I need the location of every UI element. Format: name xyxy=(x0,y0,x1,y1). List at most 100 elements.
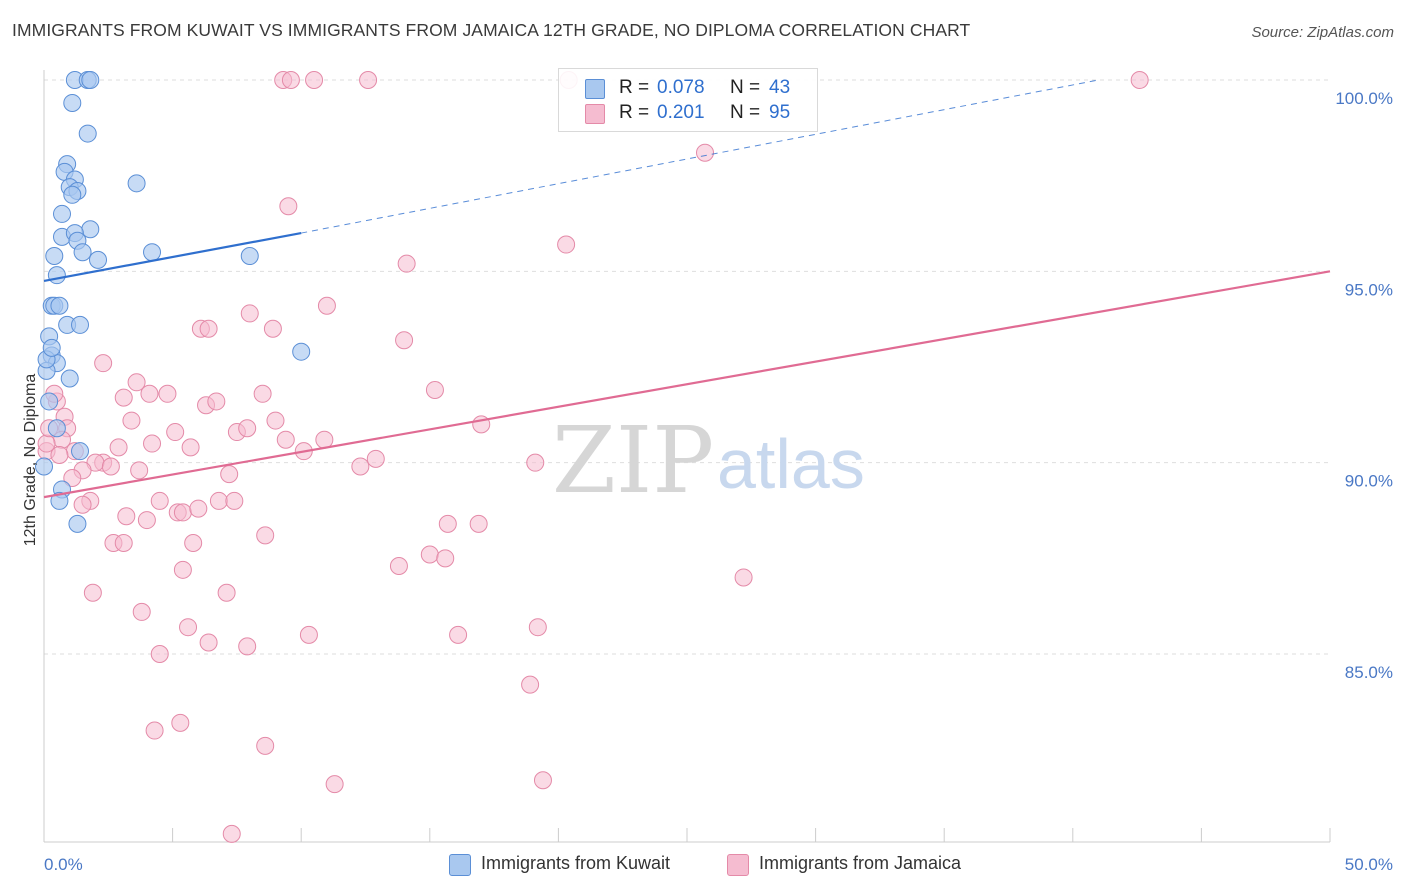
legend-row-kuwait: R = 0.078 N = 43 xyxy=(585,77,815,101)
jamaica-point xyxy=(83,583,102,602)
jamaica-point xyxy=(50,446,69,465)
jamaica-point xyxy=(114,388,133,407)
watermark-atlas: atlas xyxy=(717,425,865,503)
jamaica-point xyxy=(366,449,385,468)
jamaica-point xyxy=(469,514,488,533)
kuwait-point xyxy=(71,442,90,461)
kuwait-point xyxy=(73,243,92,262)
kuwait-n-label: N = xyxy=(730,77,761,98)
kuwait-point xyxy=(45,247,64,266)
jamaica-point xyxy=(438,514,457,533)
jamaica-point xyxy=(315,430,334,449)
y-tick-label: 100.0% xyxy=(1335,89,1393,108)
jamaica-point xyxy=(389,556,408,575)
jamaica-point xyxy=(359,71,378,89)
kuwait-r-value: 0.078 xyxy=(657,77,705,98)
y-tick-label: 90.0% xyxy=(1345,472,1393,491)
jamaica-point xyxy=(281,71,300,89)
kuwait-point xyxy=(63,185,82,204)
jamaica-point xyxy=(181,438,200,457)
jamaica-point xyxy=(222,824,241,843)
x-tick-label: 50.0% xyxy=(1345,855,1393,874)
jamaica-point xyxy=(305,71,324,89)
jamaica-point xyxy=(225,491,244,510)
kuwait-r-label: R = xyxy=(619,77,650,98)
jamaica-point xyxy=(557,235,576,254)
jamaica-r-value: 0.201 xyxy=(657,102,705,123)
jamaica-point xyxy=(256,526,275,545)
jamaica-point xyxy=(63,468,82,487)
jamaica-point xyxy=(238,419,257,438)
kuwait-point xyxy=(50,491,69,510)
kuwait-point xyxy=(63,93,82,112)
watermark-zip: ZIP xyxy=(552,407,714,514)
jamaica-point xyxy=(220,465,239,484)
jamaica-r-label: R = xyxy=(619,102,650,123)
jamaica-point xyxy=(158,384,177,403)
kuwait-point xyxy=(143,243,162,262)
legend-jamaica-swatch xyxy=(727,854,749,876)
jamaica-point xyxy=(528,618,547,637)
y-tick-label: 85.0% xyxy=(1345,663,1393,682)
x-tick-labels: 0.0% 50.0% xyxy=(44,855,1393,874)
kuwait-point xyxy=(35,457,53,476)
jamaica-trend-line xyxy=(43,270,1331,499)
jamaica-point xyxy=(253,384,272,403)
kuwait-point xyxy=(240,247,259,266)
kuwait-point xyxy=(47,266,66,285)
jamaica-point xyxy=(122,411,141,430)
jamaica-point xyxy=(279,197,298,216)
jamaica-point xyxy=(109,438,128,457)
jamaica-point xyxy=(132,602,151,621)
jamaica-point xyxy=(140,384,159,403)
watermark: ZIP atlas xyxy=(552,407,865,514)
jamaica-point xyxy=(171,713,190,732)
kuwait-point xyxy=(127,174,146,193)
legend-kuwait-label: Immigrants from Kuwait xyxy=(481,853,671,873)
kuwait-trend-line xyxy=(43,231,302,282)
x-tick-label: 0.0% xyxy=(44,855,83,874)
jamaica-point xyxy=(145,721,164,740)
jamaica-point xyxy=(325,775,344,794)
jamaica-point xyxy=(150,645,169,663)
y-tick-labels: 100.0% 95.0% 90.0% 85.0% xyxy=(1335,89,1393,682)
jamaica-point xyxy=(420,545,439,564)
jamaica-point xyxy=(199,633,218,652)
jamaica-n-value: 95 xyxy=(769,102,791,123)
kuwait-point xyxy=(68,514,87,533)
jamaica-point xyxy=(256,736,275,755)
legend-item-jamaica: Immigrants from Jamaica xyxy=(727,852,1007,876)
jamaica-point xyxy=(521,675,540,694)
jamaica-point xyxy=(143,434,162,453)
y-tick-label: 95.0% xyxy=(1345,280,1393,299)
jamaica-point xyxy=(209,491,228,510)
legend-row-jamaica: R = 0.201 N = 95 xyxy=(585,102,815,126)
kuwait-point xyxy=(47,419,66,438)
jamaica-point xyxy=(179,618,198,637)
kuwait-point xyxy=(292,342,311,361)
kuwait-point xyxy=(50,296,69,315)
stats-legend: R = 0.078 N = 43 R = 0.201 N = 95 xyxy=(558,68,818,132)
source-credit: Source: ZipAtlas.com xyxy=(1251,24,1394,41)
jamaica-point xyxy=(150,491,169,510)
jamaica-point xyxy=(436,549,455,568)
jamaica-point xyxy=(425,380,444,399)
jamaica-point xyxy=(101,457,120,476)
kuwait-point xyxy=(89,250,108,269)
jamaica-point xyxy=(173,503,192,522)
jamaica-point xyxy=(317,296,336,315)
jamaica-point xyxy=(526,453,545,472)
jamaica-point xyxy=(114,534,133,553)
jamaica-point xyxy=(137,511,156,530)
jamaica-point xyxy=(533,771,552,790)
kuwait-point xyxy=(60,369,79,388)
jamaica-point xyxy=(351,457,370,476)
jamaica-point xyxy=(207,392,226,411)
kuwait-point xyxy=(81,71,100,89)
kuwait-n-value: 43 xyxy=(769,77,791,98)
y-axis-label: 12th Grade, No Diploma xyxy=(22,374,39,547)
jamaica-point xyxy=(130,461,149,480)
jamaica-point xyxy=(266,411,285,430)
jamaica-point xyxy=(1130,71,1149,89)
jamaica-point xyxy=(696,143,715,162)
